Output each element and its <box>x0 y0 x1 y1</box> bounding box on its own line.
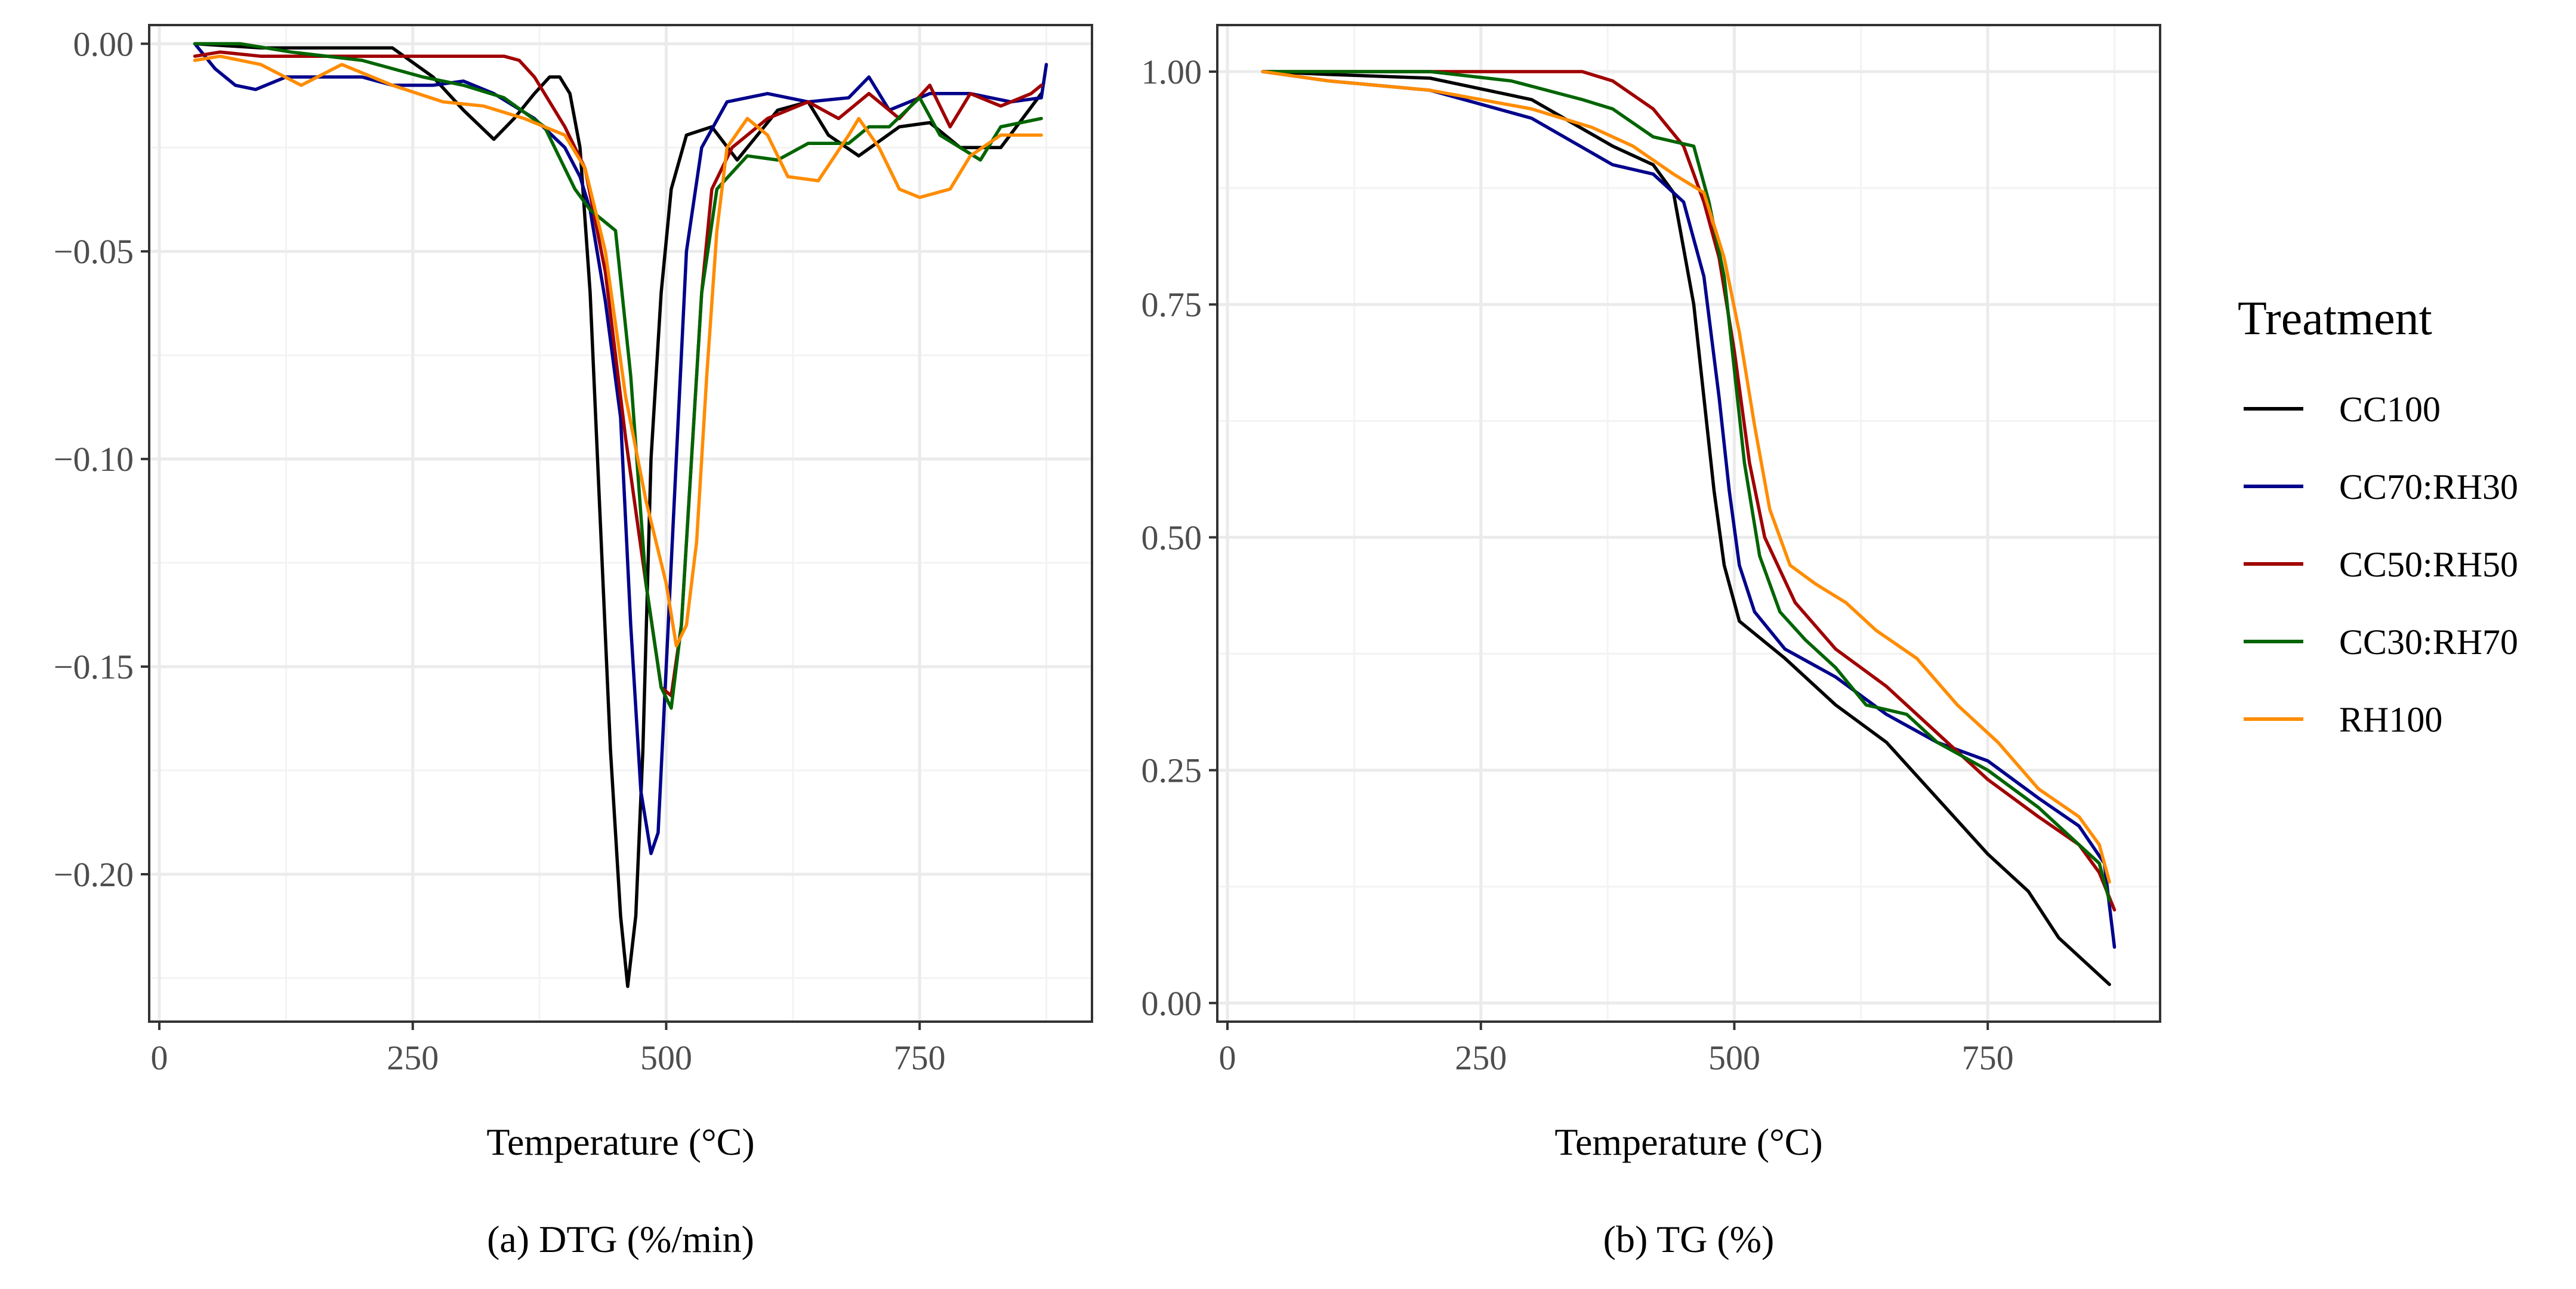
dtg-y-tick-label: 0.00 <box>73 24 134 63</box>
dtg-y-tick-label: −0.10 <box>54 440 134 479</box>
tg-ticks <box>1209 70 1989 1030</box>
tg-x-tick-labels: 0 250 500 750 <box>1218 1038 2013 1077</box>
dtg-x-tick-label: 500 <box>640 1038 692 1077</box>
tg-panel-border <box>1216 24 2161 1023</box>
tg-x-tick-label: 750 <box>1962 1038 2014 1077</box>
tg-series-cc30-rh70 <box>1261 70 2111 902</box>
dtg-ticks <box>141 42 921 1030</box>
tg-series-layer <box>1261 70 2117 986</box>
dtg-y-tick-label: −0.05 <box>54 232 134 271</box>
dtg-y-tick-label: −0.20 <box>54 855 134 894</box>
tg-caption: (b) TG (%) <box>1603 1218 1775 1260</box>
dtg-x-axis-title: Temperature (°C) <box>486 1121 754 1163</box>
dtg-caption: (a) DTG (%/min) <box>487 1218 754 1260</box>
dtg-x-tick-label: 750 <box>894 1038 946 1077</box>
legend-label-rh100: RH100 <box>2339 700 2442 739</box>
tg-y-tick-labels: 0.00 0.25 0.50 0.75 1.00 <box>1142 53 1202 1023</box>
tg-y-tick-label: 0.25 <box>1142 751 1202 790</box>
tg-series-cc50-rh50 <box>1261 70 2117 912</box>
tg-y-tick-label: 0.00 <box>1142 984 1202 1023</box>
legend-label-cc100: CC100 <box>2339 390 2441 429</box>
legend-label-cc50-rh50: CC50:RH50 <box>2339 545 2518 584</box>
legend-title: Treatment <box>2238 292 2432 345</box>
dtg-series-rh100 <box>193 54 1043 648</box>
tg-x-axis-title: Temperature (°C) <box>1554 1121 1822 1163</box>
dtg-grid <box>149 25 1092 1022</box>
tg-x-tick-label: 250 <box>1455 1038 1507 1077</box>
tg-x-tick-label: 500 <box>1708 1038 1760 1077</box>
dtg-panel: 0 250 500 750 0.00 −0.05 −0.10 −0.15 −0.20 Temp… <box>54 24 1093 1260</box>
legend-items: CC100 CC70:RH30 CC50:RH50 CC30:RH70 RH100 <box>2244 390 2518 739</box>
legend-label-cc30-rh70: CC30:RH70 <box>2339 622 2518 662</box>
tg-y-tick-label: 1.00 <box>1142 53 1202 91</box>
tg-y-tick-label: 0.75 <box>1142 285 1202 324</box>
dtg-x-tick-label: 250 <box>387 1038 439 1077</box>
tg-series-rh100 <box>1261 70 2111 884</box>
tg-series-cc70-rh30 <box>1261 70 2117 949</box>
dtg-series-cc30-rh70 <box>193 42 1043 710</box>
dtg-panel-border <box>148 24 1093 1023</box>
tg-panel: 0 250 500 750 0.00 0.25 0.50 0.75 1.00 Temperat… <box>1142 24 2161 1260</box>
tg-series-cc100 <box>1261 70 2111 986</box>
tg-x-tick-label: 0 <box>1218 1038 1236 1077</box>
dtg-series-layer <box>193 42 1048 988</box>
tg-y-tick-label: 0.50 <box>1142 518 1202 557</box>
legend-label-cc70-rh30: CC70:RH30 <box>2339 467 2518 507</box>
dtg-y-tick-label: −0.15 <box>54 647 134 686</box>
dtg-x-tick-label: 0 <box>150 1038 168 1077</box>
legend: Treatment CC100 CC70:RH30 CC50:RH50 CC30:RH… <box>2238 292 2518 739</box>
dtg-y-tick-labels: 0.00 −0.05 −0.10 −0.15 −0.20 <box>54 24 134 894</box>
dtg-x-tick-labels: 0 250 500 750 <box>150 1038 945 1077</box>
